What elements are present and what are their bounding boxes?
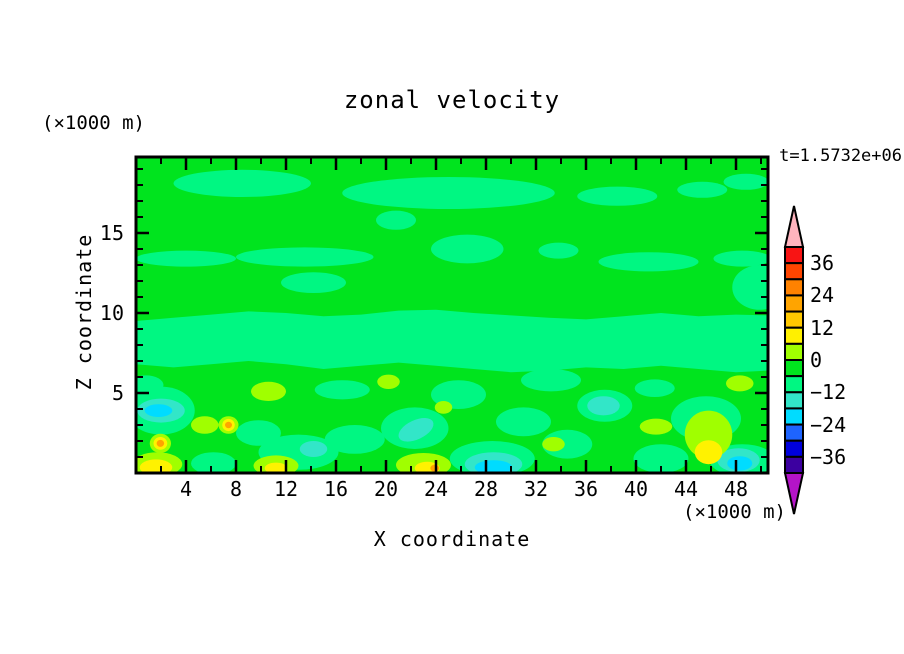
colorbar-segment (784, 407, 804, 426)
x-axis-title: X coordinate (373, 527, 531, 551)
cyan-cores (144, 404, 753, 473)
x-tick-label: 28 (473, 477, 499, 501)
colorbar-segment (784, 262, 804, 281)
colorbar-under-arrow (783, 472, 805, 515)
turquoise-patches (137, 396, 760, 473)
colorbar-label: −12 (810, 380, 847, 405)
x-tick-label: 24 (423, 477, 449, 501)
y-axis-unit-label: (×1000 m) (42, 112, 145, 134)
y-tick-label: 15 (99, 221, 124, 245)
contour-field (136, 157, 768, 473)
time-annotation: t=1.5732e+06 (779, 146, 902, 166)
chart-title: zonal velocity (343, 86, 561, 114)
colorbar-segment (784, 294, 804, 313)
colorbar-segment (784, 278, 804, 297)
colorbar-segment (784, 455, 804, 475)
colorbar-label: 12 (810, 315, 835, 340)
colorbar-label: 24 (810, 283, 835, 308)
colorbar-label: −36 (810, 444, 847, 469)
colorbar-label: 36 (810, 251, 835, 276)
plot-frame (134, 155, 770, 475)
spring-green-blobs (136, 169, 768, 473)
colorbar-segment (784, 359, 804, 378)
colorbar-segment (784, 342, 804, 362)
colorbar-label: 0 (810, 348, 823, 372)
colorbar-segment (784, 423, 804, 442)
colorbar-segment (784, 310, 804, 329)
x-tick-label: 44 (673, 477, 699, 501)
x-tick-label: 36 (573, 477, 599, 501)
colorbar-segment (784, 326, 804, 345)
x-tick-label: 48 (723, 477, 749, 501)
colorbar-segment (784, 439, 804, 458)
x-tick-label: 32 (523, 477, 549, 501)
x-tick-label: 20 (373, 477, 399, 501)
x-tick-label: 16 (323, 477, 349, 501)
colorbar-label: −24 (810, 412, 847, 437)
x-axis-unit-label: (×1000 m) (683, 501, 786, 523)
colorbar-segment (784, 391, 804, 410)
colorbar-segment (784, 246, 804, 265)
y-tick-label: 5 (111, 381, 124, 405)
colorbar-over-arrow (783, 205, 805, 248)
y-tick-label: 10 (99, 301, 124, 325)
colorbar-segment (784, 375, 804, 394)
x-tick-label: 40 (623, 477, 649, 501)
x-tick-label: 8 (229, 477, 243, 501)
x-tick-label: 4 (179, 477, 193, 501)
x-tick-label: 12 (273, 477, 299, 501)
